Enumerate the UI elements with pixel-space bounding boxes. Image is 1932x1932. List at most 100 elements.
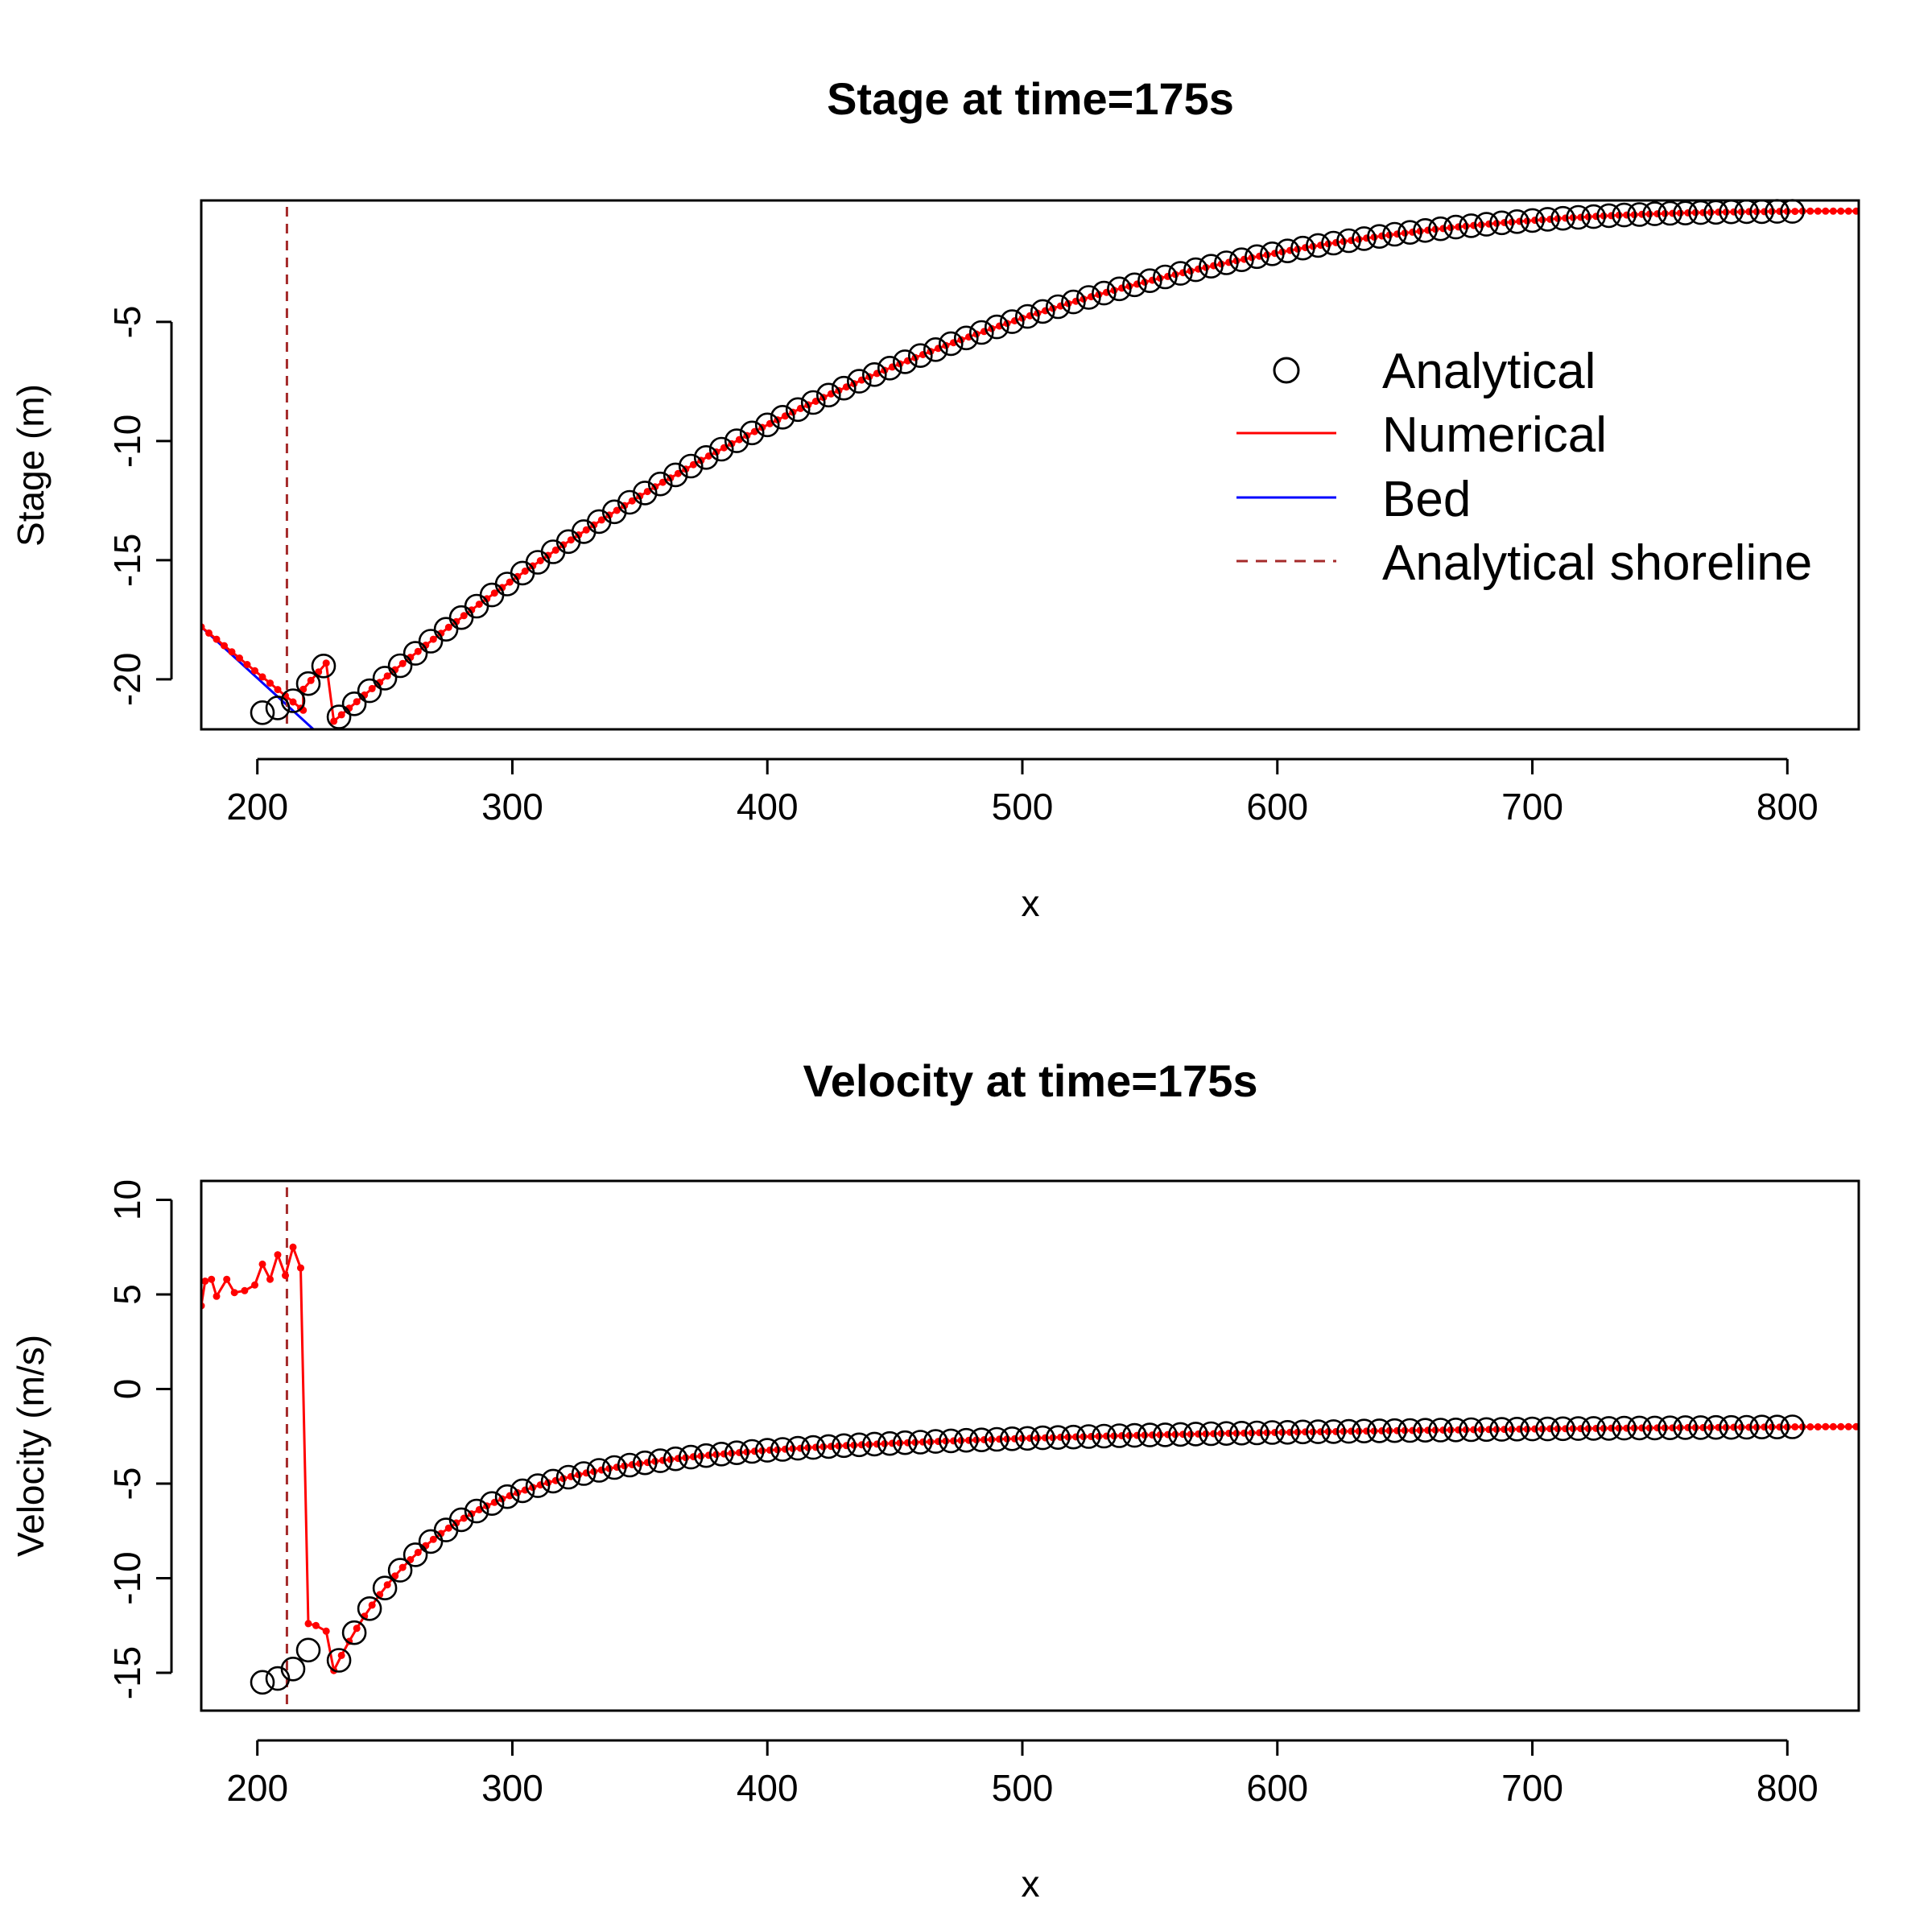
analytical-point	[862, 1431, 887, 1457]
analytical-point	[1229, 247, 1254, 273]
numerical-point	[205, 629, 213, 637]
numerical-point	[368, 684, 376, 692]
x-tick-label: 200	[226, 786, 288, 828]
analytical-point	[311, 653, 336, 679]
numerical-point	[1852, 207, 1859, 215]
analytical-point	[433, 617, 459, 642]
analytical-point	[754, 1438, 780, 1463]
velocity-plot-frame	[200, 1179, 1860, 1712]
numerical-point	[582, 526, 590, 534]
stage-plot-area	[201, 199, 1859, 729]
analytical-point	[1703, 1414, 1728, 1440]
analytical-point	[1459, 1417, 1484, 1443]
numerical-point	[353, 698, 361, 706]
analytical-point	[510, 1478, 535, 1504]
analytical-point	[954, 325, 979, 351]
numerical-point	[1837, 1422, 1845, 1430]
analytical-point	[1199, 1421, 1224, 1447]
analytical-point	[1122, 272, 1147, 298]
analytical-point	[601, 1455, 627, 1480]
analytical-point	[969, 1427, 994, 1452]
numerical-point	[429, 635, 437, 643]
analytical-point	[402, 1542, 428, 1567]
analytical-point	[280, 1657, 306, 1682]
analytical-point	[617, 1452, 642, 1478]
analytical-point	[816, 1434, 841, 1459]
analytical-point	[1306, 233, 1331, 258]
numerical-point	[289, 1243, 297, 1251]
analytical-point	[1397, 1418, 1422, 1443]
analytical-point	[341, 691, 367, 716]
numerical-point	[307, 676, 315, 684]
analytical-point	[1612, 1415, 1637, 1441]
numerical-point	[551, 546, 559, 554]
numerical-point	[444, 623, 452, 631]
y-tick-label: -15	[106, 1646, 148, 1699]
analytical-point	[555, 1464, 581, 1490]
legend: Analytical Numerical Bed Analytical shor…	[1236, 344, 1812, 591]
analytical-point	[1076, 1424, 1101, 1449]
numerical-point	[221, 642, 228, 650]
analytical-point	[1092, 280, 1117, 306]
analytical-point	[1596, 203, 1621, 229]
analytical-point	[908, 1430, 933, 1455]
analytical-point	[1428, 216, 1453, 242]
numerical-point	[213, 635, 221, 643]
analytical-point	[663, 462, 688, 488]
numerical-point	[468, 606, 476, 614]
analytical-point	[877, 355, 902, 381]
analytical-point	[1000, 309, 1025, 334]
analytical-point	[1749, 1414, 1774, 1439]
stage-x-axis: 200 300 400 500 600 700 800	[226, 758, 1818, 828]
numerical-point	[475, 601, 483, 609]
analytical-point	[1061, 289, 1086, 315]
legend-analytical-label: Analytical	[1382, 344, 1596, 399]
y-tick-label: -20	[106, 653, 148, 706]
numerical-point	[1791, 1423, 1799, 1430]
analytical-point	[1566, 204, 1591, 230]
x-tick-label: 700	[1501, 1767, 1563, 1809]
analytical-point	[1474, 212, 1499, 237]
analytical-point	[663, 1446, 688, 1472]
analytical-point	[1657, 200, 1682, 226]
stage-y-axis-title: Stage (m)	[10, 384, 52, 547]
stage-y-axis: -20 -15 -10 -5	[106, 305, 173, 706]
numerical-point	[274, 1251, 282, 1259]
analytical-point	[1336, 1418, 1361, 1444]
stage-chart-title: Stage at time=175s	[827, 73, 1234, 124]
legend-bed-label: Bed	[1382, 472, 1471, 527]
analytical-point	[908, 343, 933, 369]
analytical-point	[1535, 207, 1560, 232]
numerical-point	[483, 595, 491, 603]
velocity-chart-title: Velocity at time=175s	[803, 1055, 1257, 1106]
numerical-point	[1814, 207, 1822, 215]
analytical-point	[1382, 221, 1407, 247]
velocity-y-axis-title: Velocity (m/s)	[10, 1335, 52, 1557]
numerical-point	[498, 584, 506, 592]
analytical-point	[1076, 285, 1101, 310]
analytical-point	[372, 1575, 398, 1600]
numerical-point	[213, 1292, 221, 1300]
y-tick-label: -15	[106, 534, 148, 587]
analytical-point	[1443, 1418, 1468, 1443]
analytical-point	[832, 1433, 857, 1459]
numerical-point	[1844, 1422, 1852, 1430]
numerical-point	[1829, 207, 1837, 215]
numerical-point	[1844, 207, 1852, 215]
x-tick-label: 700	[1501, 786, 1563, 828]
analytical-point	[1107, 276, 1132, 302]
analytical-point	[632, 1450, 658, 1476]
analytical-point	[1367, 224, 1392, 250]
numerical-point	[452, 617, 460, 625]
analytical-point	[1657, 1415, 1682, 1440]
analytical-series	[250, 199, 1805, 729]
y-tick-label: -10	[106, 415, 148, 468]
numerical-point	[230, 1289, 238, 1297]
analytical-point	[1352, 1418, 1377, 1443]
analytical-point	[280, 688, 306, 713]
numerical-point	[597, 516, 605, 524]
x-tick-label: 500	[992, 1767, 1054, 1809]
analytical-point	[1122, 1422, 1147, 1448]
analytical-point	[1290, 1419, 1315, 1445]
